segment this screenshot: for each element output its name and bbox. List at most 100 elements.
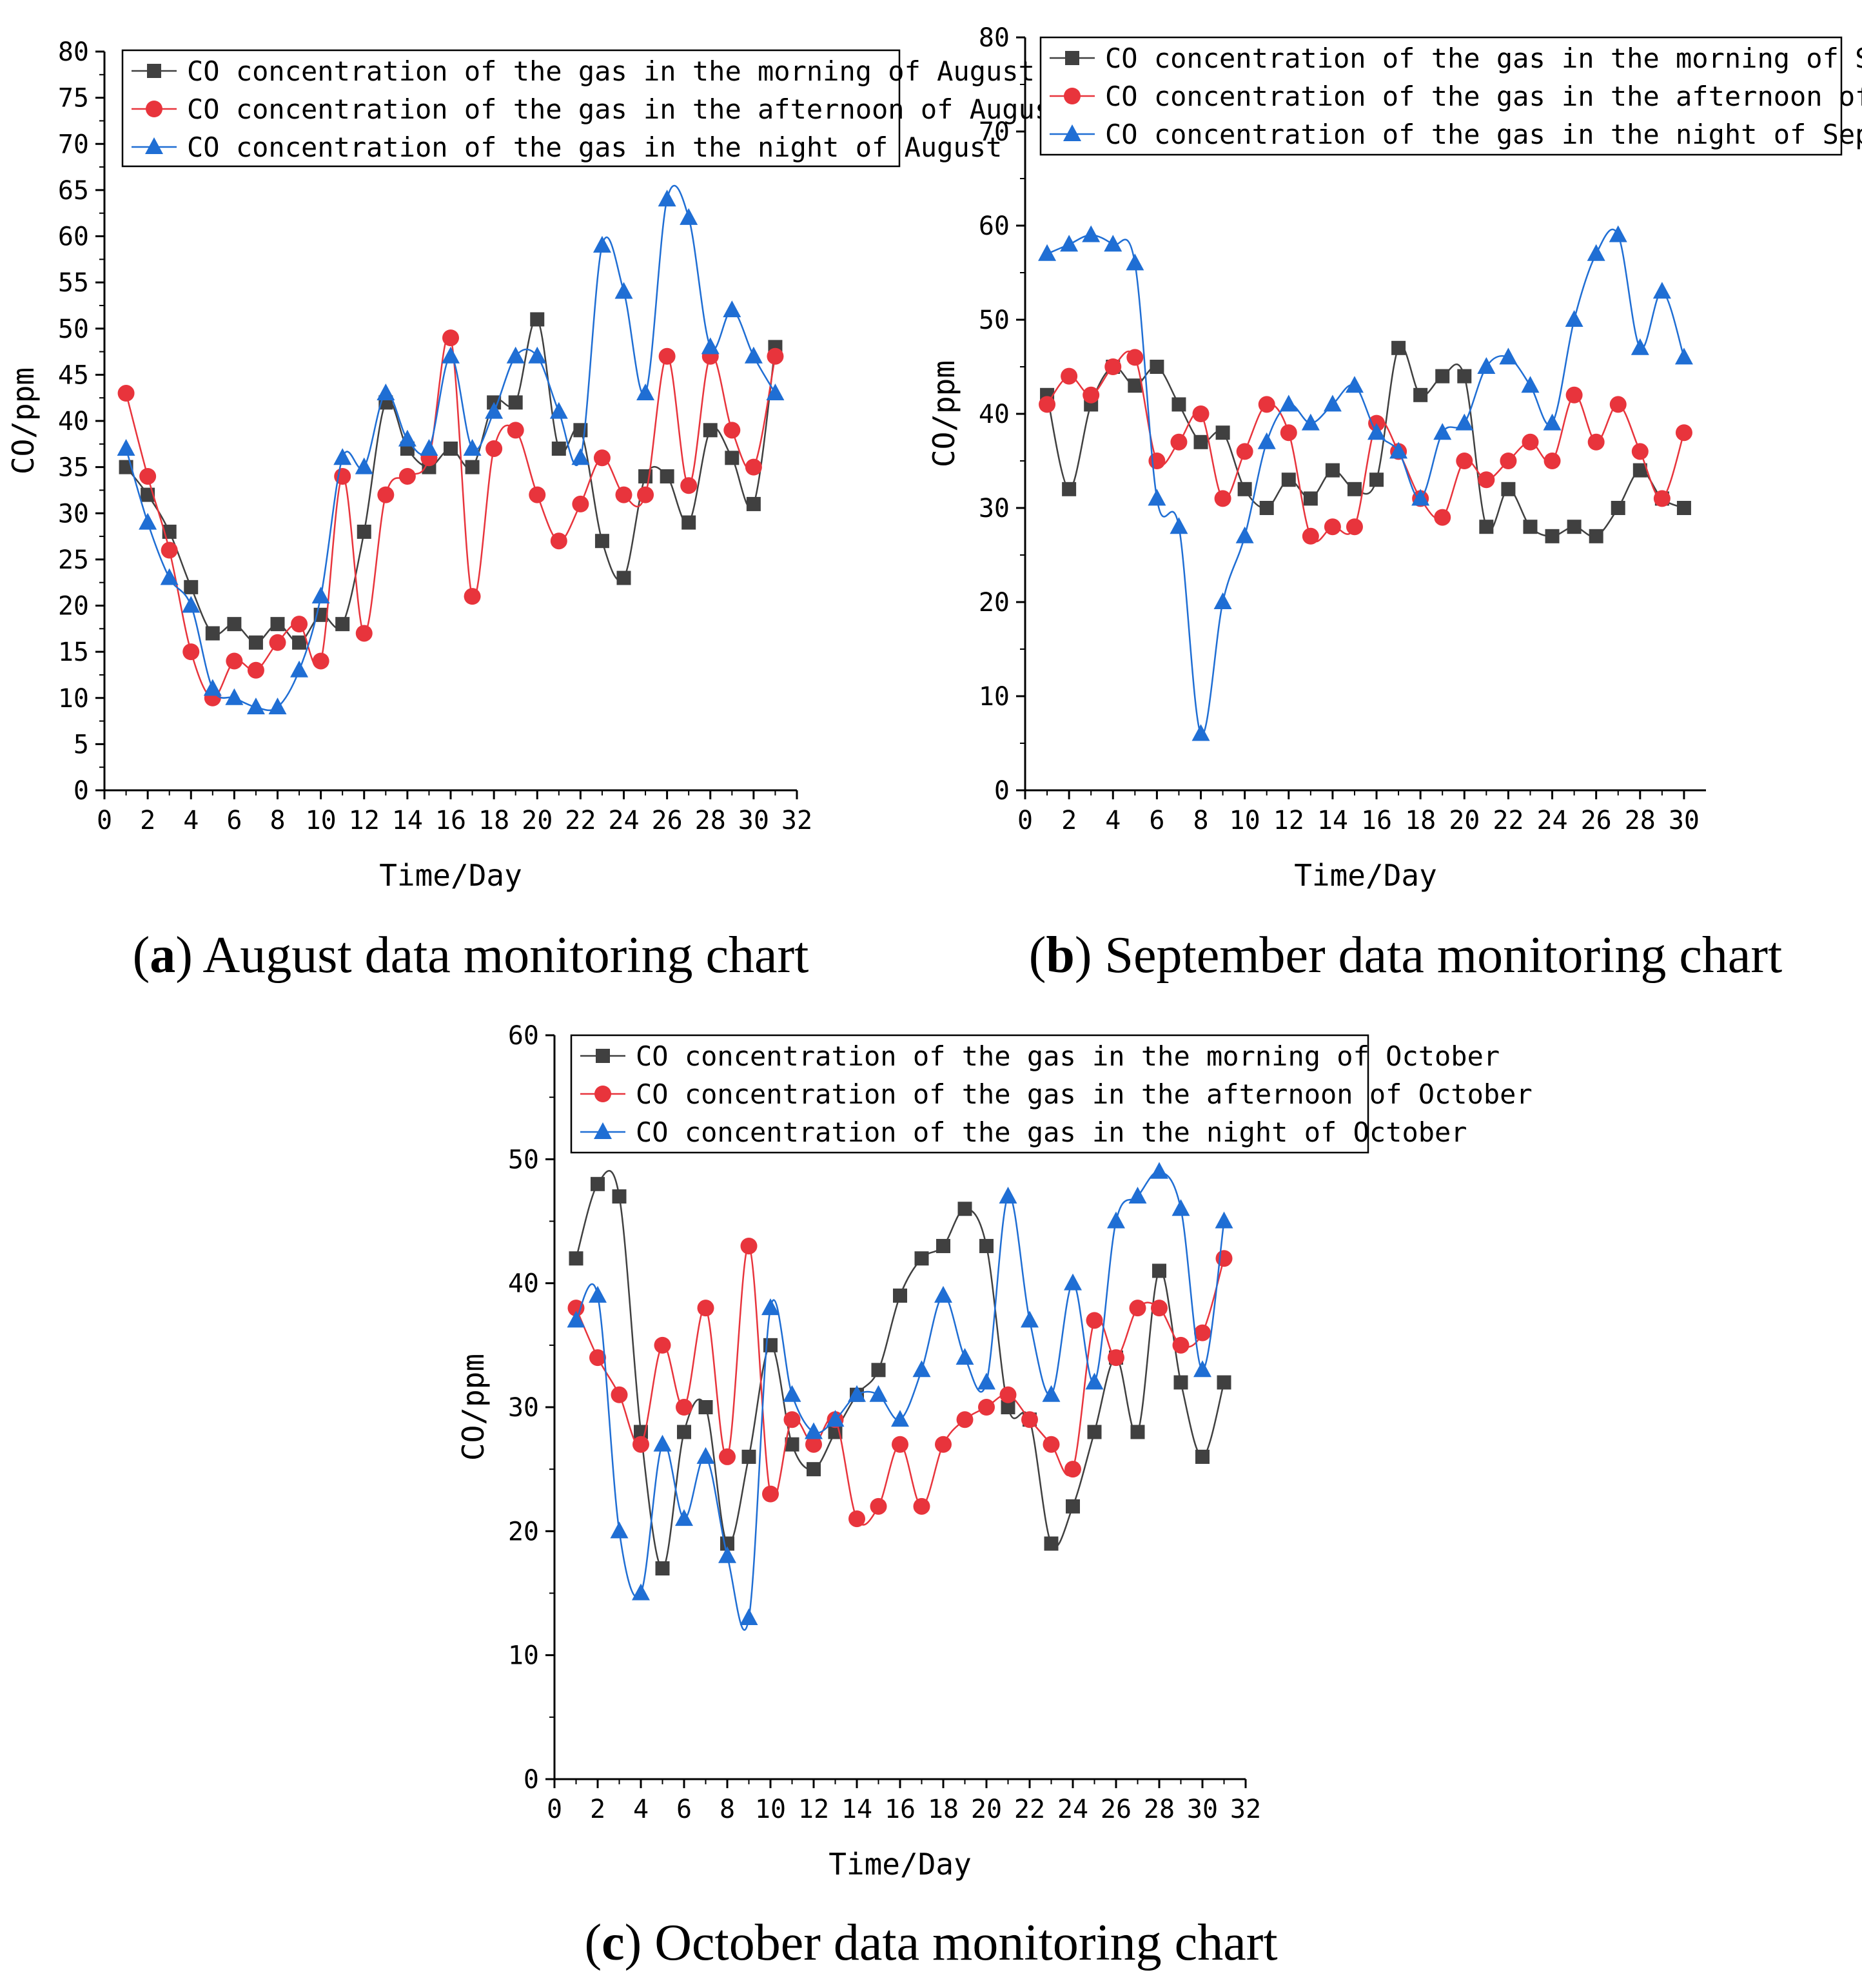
- x-tick-label: 10: [1230, 806, 1260, 835]
- y-tick-label: 20: [979, 588, 1010, 618]
- data-point-night: [783, 1385, 801, 1402]
- data-point-afternoon: [1653, 490, 1671, 507]
- caption-close-paren: ): [175, 927, 193, 984]
- data-point-morning: [660, 469, 674, 483]
- data-point-night: [139, 512, 157, 530]
- data-point-afternoon: [719, 1448, 736, 1465]
- x-tick-label: 10: [755, 1795, 786, 1824]
- x-tick-label: 16: [885, 1795, 916, 1824]
- data-point-morning: [1195, 1449, 1210, 1464]
- y-tick-label: 20: [58, 592, 89, 621]
- data-point-morning: [1303, 491, 1318, 506]
- data-point-afternoon: [1126, 349, 1144, 366]
- x-tick-label: 2: [590, 1795, 605, 1824]
- x-tick-label: 22: [565, 806, 596, 835]
- data-point-afternoon: [1129, 1300, 1146, 1317]
- x-tick-label: 8: [720, 1795, 735, 1824]
- x-axis-label: Time/Day: [379, 858, 522, 893]
- data-point-morning: [1044, 1536, 1059, 1551]
- data-point-morning: [1152, 1263, 1166, 1278]
- data-point-afternoon: [1346, 518, 1363, 536]
- data-point-night: [1279, 395, 1298, 412]
- data-point-afternoon: [1043, 1436, 1060, 1453]
- data-point-afternoon: [567, 1300, 585, 1317]
- y-tick-label: 20: [508, 1517, 539, 1546]
- data-point-morning: [1171, 397, 1186, 412]
- data-point-night: [614, 282, 633, 299]
- x-tick-label: 24: [608, 806, 639, 835]
- legend-entry-afternoon: CO concentration of the gas in the after…: [1105, 81, 1862, 112]
- legend-marker-morning: [147, 64, 161, 78]
- data-point-morning: [1545, 529, 1560, 543]
- data-point-afternoon: [1192, 405, 1210, 422]
- x-tick-label: 20: [1449, 806, 1480, 835]
- data-point-night: [1499, 347, 1518, 365]
- data-point-afternoon: [680, 477, 698, 494]
- data-point-morning: [725, 451, 740, 465]
- data-point-night: [355, 457, 373, 474]
- y-tick-label: 10: [58, 684, 89, 714]
- data-point-morning: [1479, 520, 1494, 534]
- data-point-night: [744, 346, 763, 364]
- data-point-night: [766, 384, 785, 401]
- x-tick-label: 12: [1273, 806, 1304, 835]
- data-point-afternoon: [442, 329, 459, 347]
- data-point-night: [225, 688, 244, 705]
- data-point-afternoon: [1170, 433, 1188, 451]
- x-axis-label: Time/Day: [1294, 858, 1437, 893]
- x-tick-label: 8: [1193, 806, 1208, 835]
- data-point-night: [610, 1521, 629, 1539]
- x-tick-label: 20: [522, 806, 553, 835]
- data-point-afternoon: [1675, 424, 1692, 442]
- data-point-afternoon: [1083, 386, 1100, 404]
- x-tick-label: 14: [841, 1795, 872, 1824]
- legend-box: [121, 49, 901, 168]
- y-tick-label: 40: [58, 407, 89, 436]
- series-line-afternoon: [125, 334, 776, 699]
- data-point-morning: [508, 395, 523, 410]
- data-point-morning: [1062, 482, 1077, 496]
- caption-text: September data monitoring chart: [1092, 927, 1783, 984]
- x-tick-label: 16: [435, 806, 466, 835]
- y-tick-label: 10: [979, 682, 1010, 712]
- data-point-night: [701, 337, 720, 355]
- y-tick-label: 40: [979, 400, 1010, 429]
- data-point-afternoon: [1280, 424, 1297, 442]
- data-point-night: [848, 1385, 866, 1402]
- data-point-night: [680, 208, 698, 225]
- data-point-afternoon: [892, 1436, 908, 1453]
- data-point-night: [1543, 413, 1562, 431]
- data-point-morning: [1325, 463, 1340, 478]
- data-point-night: [1631, 338, 1649, 355]
- data-point-morning: [1193, 434, 1208, 449]
- data-point-night: [934, 1285, 952, 1303]
- data-point-night: [1587, 244, 1605, 261]
- data-point-night: [1389, 442, 1408, 459]
- x-tick-label: 32: [1230, 1795, 1261, 1824]
- data-point-night: [203, 679, 222, 696]
- data-point-morning: [1173, 1375, 1188, 1390]
- x-tick-label: 14: [1317, 806, 1348, 835]
- data-point-night: [1213, 592, 1232, 609]
- x-tick-label: 22: [1014, 1795, 1045, 1824]
- data-point-afternoon: [1215, 1250, 1233, 1267]
- caption-close-paren: ): [1075, 927, 1092, 984]
- y-tick-label: 75: [58, 84, 89, 113]
- data-point-afternoon: [1565, 386, 1583, 404]
- data-point-morning: [184, 580, 199, 594]
- data-point-night: [1215, 1211, 1233, 1229]
- data-point-afternoon: [913, 1497, 930, 1515]
- data-point-night: [1085, 1372, 1104, 1390]
- data-point-morning: [1281, 473, 1296, 487]
- x-tick-label: 22: [1493, 806, 1524, 835]
- y-tick-label: 25: [58, 545, 89, 575]
- data-point-morning: [681, 515, 696, 530]
- data-point-morning: [594, 534, 609, 549]
- x-tick-label: 4: [633, 1795, 649, 1824]
- data-point-night: [1191, 724, 1210, 741]
- data-point-afternoon: [247, 661, 264, 679]
- x-tick-label: 30: [738, 806, 769, 835]
- legend-entry-morning: CO concentration of the gas in the morni…: [1105, 43, 1862, 74]
- data-point-afternoon: [870, 1497, 887, 1515]
- data-point-morning: [1237, 482, 1252, 496]
